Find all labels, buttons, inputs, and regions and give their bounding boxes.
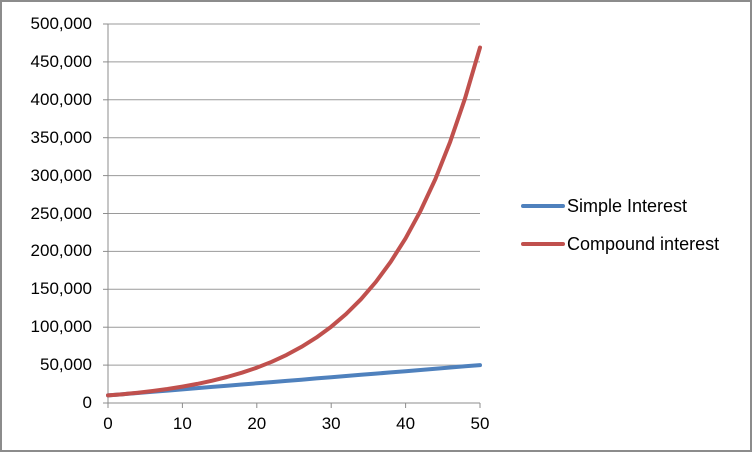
y-axis-tick-label: 400,000 — [30, 89, 92, 109]
y-axis-tick-label: 500,000 — [30, 14, 92, 33]
y-axis-tick-label: 100,000 — [30, 317, 92, 337]
x-axis-tick-label: 40 — [396, 414, 416, 433]
y-axis-tick-label: 300,000 — [30, 165, 92, 185]
y-axis-tick-label: 150,000 — [30, 279, 92, 299]
x-axis-tick-label: 0 — [103, 414, 113, 433]
y-axis-tick-label: 50,000 — [40, 355, 92, 375]
legend-item-simple-interest: Simple Interest — [521, 193, 719, 219]
x-axis-tick-label: 10 — [172, 414, 192, 433]
y-axis-tick-label: 250,000 — [30, 203, 92, 223]
y-axis-tick-label: 200,000 — [30, 241, 92, 261]
legend-swatch-icon — [521, 204, 565, 208]
y-axis-tick-label: 0 — [82, 393, 92, 412]
legend-swatch-icon — [521, 242, 565, 246]
y-axis-tick-label: 350,000 — [30, 127, 92, 147]
legend-label: Simple Interest — [567, 195, 688, 216]
legend-label: Compound interest — [567, 233, 720, 254]
y-axis-tick-label: 450,000 — [30, 51, 92, 71]
legend: Simple Interest Compound interest — [521, 193, 719, 257]
legend-item-compound-interest: Compound interest — [521, 231, 719, 257]
series-line-compound-interest — [106, 45, 482, 398]
x-axis-tick-label: 50 — [470, 414, 490, 433]
x-axis-tick-label: 20 — [247, 414, 267, 433]
x-axis-tick-label: 30 — [321, 414, 341, 433]
